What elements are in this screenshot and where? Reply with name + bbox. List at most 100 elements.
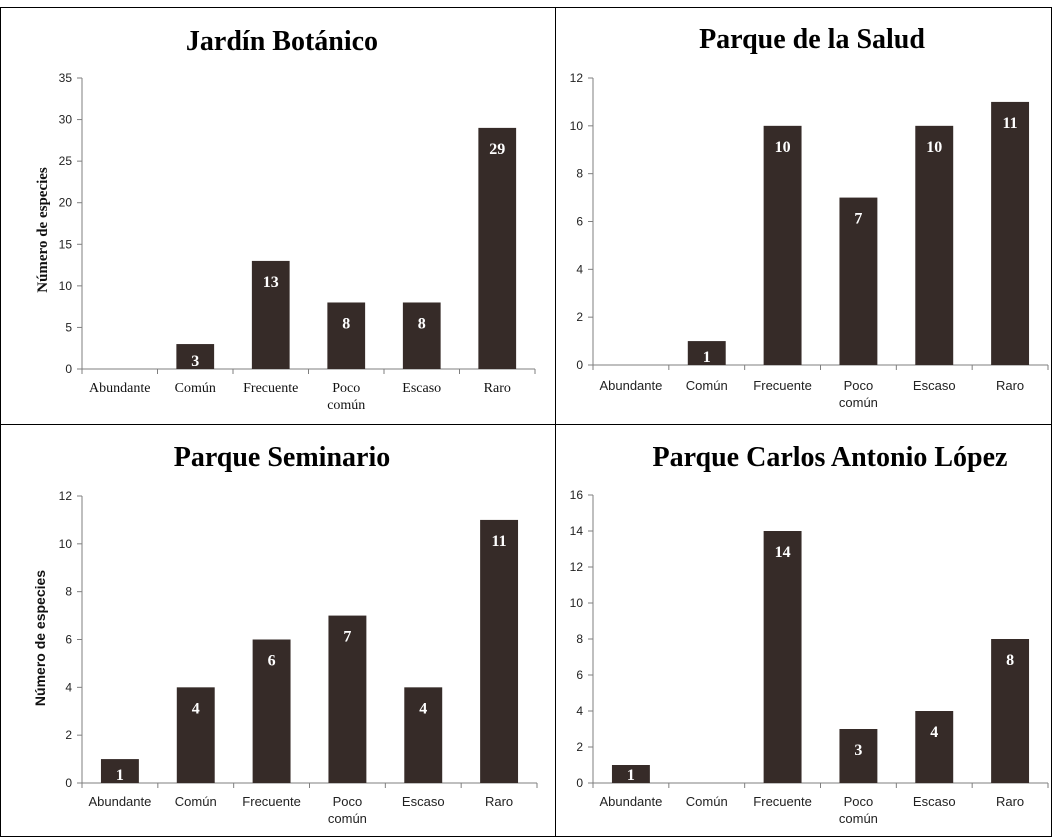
x-tick-label: Poco común xyxy=(839,794,878,826)
chart-panel-4: Parque Carlos Antonio López0246810121416… xyxy=(570,442,1049,826)
bar xyxy=(687,341,726,365)
figure-frame xyxy=(0,7,1052,837)
y-tick-label: 8 xyxy=(576,632,583,646)
x-tick-label: Abundante xyxy=(88,794,151,809)
y-tick-label: 14 xyxy=(570,524,584,538)
x-tick-label: Común xyxy=(175,794,217,809)
data-label: 7 xyxy=(343,629,351,646)
x-tick-label: Raro xyxy=(485,794,513,809)
y-tick-label: 2 xyxy=(576,310,583,324)
x-tick-label: Abundante xyxy=(599,794,662,809)
y-tick-label: 6 xyxy=(65,633,72,647)
data-label: 4 xyxy=(419,700,427,717)
x-tick-label: Escaso xyxy=(913,794,956,809)
data-label: 3 xyxy=(854,742,862,759)
bar xyxy=(100,759,139,783)
x-tick-label: Abundante xyxy=(89,381,150,396)
x-tick-label: Escaso xyxy=(402,381,441,396)
bar xyxy=(251,260,290,369)
bar xyxy=(763,125,802,365)
y-tick-label: 12 xyxy=(570,560,584,574)
y-tick-label: 4 xyxy=(576,704,583,718)
y-tick-label: 30 xyxy=(59,113,73,127)
bar xyxy=(915,125,954,365)
y-tick-label: 0 xyxy=(576,776,583,790)
data-label: 3 xyxy=(191,353,199,370)
data-label: 8 xyxy=(1006,652,1014,669)
data-label: 10 xyxy=(775,139,791,156)
x-tick-label: Frecuente xyxy=(242,794,301,809)
x-tick-label: Poco común xyxy=(327,381,365,413)
y-axis-title: Número de especies xyxy=(35,167,51,293)
x-tick-label: Escaso xyxy=(402,794,445,809)
x-tick-label: Raro xyxy=(996,794,1024,809)
x-tick-label: Poco común xyxy=(839,378,878,410)
x-tick-label: Frecuente xyxy=(243,381,298,396)
bar xyxy=(480,519,519,783)
bar xyxy=(404,687,443,783)
x-tick-label: Frecuente xyxy=(753,378,812,393)
y-tick-label: 10 xyxy=(570,596,584,610)
y-tick-label: 16 xyxy=(570,488,584,502)
bar xyxy=(915,711,954,783)
chart-title: Parque de la Salud xyxy=(699,24,925,55)
x-tick-label: Raro xyxy=(484,381,511,396)
bar xyxy=(328,615,367,783)
data-label: 10 xyxy=(926,139,942,156)
y-tick-label: 35 xyxy=(59,71,73,85)
bar xyxy=(611,765,650,783)
data-label: 11 xyxy=(1003,115,1018,132)
y-tick-label: 0 xyxy=(65,776,72,790)
y-tick-label: 10 xyxy=(570,119,584,133)
chart-panel-2: Parque de la Salud 0 2 4 6 8 10 12 Abundante 1 Com… xyxy=(570,24,1049,410)
bar xyxy=(839,729,878,783)
data-label: 13 xyxy=(263,274,279,291)
bar xyxy=(991,101,1030,366)
y-tick-label: 0 xyxy=(576,358,583,372)
bar xyxy=(839,197,878,365)
chart-title: Parque Seminario xyxy=(174,442,390,473)
data-label: 4 xyxy=(930,724,938,741)
x-tick-label: Común xyxy=(686,378,728,393)
bar xyxy=(763,531,802,783)
y-tick-label: 25 xyxy=(59,154,73,168)
chart-panel-1: Jardín Botánico 0 5 10 15 20 25 30 35 Número de e… xyxy=(35,26,536,413)
x-tick-label: Poco común xyxy=(328,794,367,826)
chart-title: Parque Carlos Antonio López xyxy=(653,442,1008,473)
x-tick-label: Común xyxy=(175,381,216,396)
data-label: 8 xyxy=(418,315,426,332)
x-tick-label: Común xyxy=(686,794,728,809)
y-tick-label: 4 xyxy=(576,262,583,276)
y-tick-label: 12 xyxy=(59,489,73,503)
y-tick-label: 10 xyxy=(59,279,73,293)
data-label: 29 xyxy=(489,141,505,158)
y-axis-title: Número de especies xyxy=(32,570,48,706)
x-tick-label: Frecuente xyxy=(753,794,812,809)
y-tick-label: 4 xyxy=(65,680,72,694)
y-tick-label: 2 xyxy=(65,728,72,742)
chart-title: Jardín Botánico xyxy=(186,26,378,57)
y-tick-label: 20 xyxy=(59,196,73,210)
data-label: 6 xyxy=(268,653,276,670)
data-label: 11 xyxy=(492,533,507,550)
bar xyxy=(176,344,215,369)
data-label: 1 xyxy=(703,349,711,366)
x-tick-label: Raro xyxy=(996,378,1024,393)
y-tick-label: 2 xyxy=(576,740,583,754)
y-tick-label: 6 xyxy=(576,215,583,229)
x-tick-label: Abundante xyxy=(599,378,662,393)
bar xyxy=(402,302,441,369)
y-tick-label: 12 xyxy=(570,71,584,85)
data-label: 1 xyxy=(116,767,124,784)
bar xyxy=(176,687,215,783)
y-tick-label: 8 xyxy=(576,167,583,181)
y-tick-label: 6 xyxy=(576,668,583,682)
y-tick-label: 10 xyxy=(59,537,73,551)
chart-panel-3: Parque Seminario 0 2 4 6 8 10 12 Número de espec… xyxy=(32,442,538,826)
bar xyxy=(991,639,1030,783)
data-label: 4 xyxy=(192,700,200,717)
bar xyxy=(478,127,517,369)
bar xyxy=(327,302,366,369)
data-label: 1 xyxy=(627,767,635,784)
